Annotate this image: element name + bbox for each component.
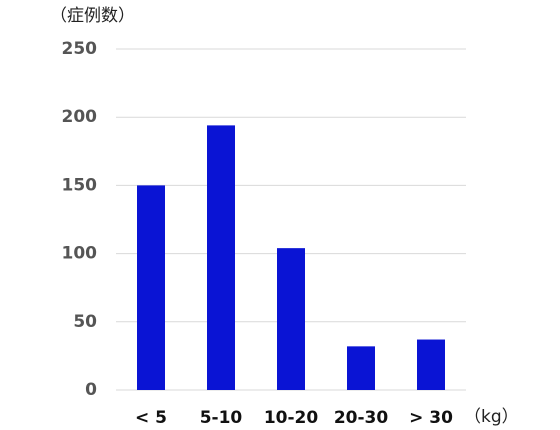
- y-tick-label: 0: [85, 380, 97, 400]
- bar: [347, 346, 375, 390]
- x-tick-label: 5-10: [200, 408, 243, 428]
- y-tick-label: 50: [73, 312, 97, 332]
- y-axis-label: （症例数）: [50, 6, 135, 26]
- y-tick-label: 250: [62, 39, 98, 59]
- x-tick-label: 20-30: [334, 408, 389, 428]
- x-tick-label: 10-20: [264, 408, 319, 428]
- bar: [137, 185, 165, 390]
- y-tick-label: 200: [62, 107, 98, 127]
- x-tick-label: < 5: [135, 408, 167, 428]
- x-tick-label: > 30: [409, 408, 453, 428]
- bar: [207, 125, 235, 390]
- x-axis-label: （kg）: [464, 407, 519, 427]
- y-tick-label: 100: [62, 244, 98, 264]
- bar: [277, 248, 305, 390]
- y-tick-label: 150: [62, 175, 98, 195]
- bar: [417, 339, 445, 390]
